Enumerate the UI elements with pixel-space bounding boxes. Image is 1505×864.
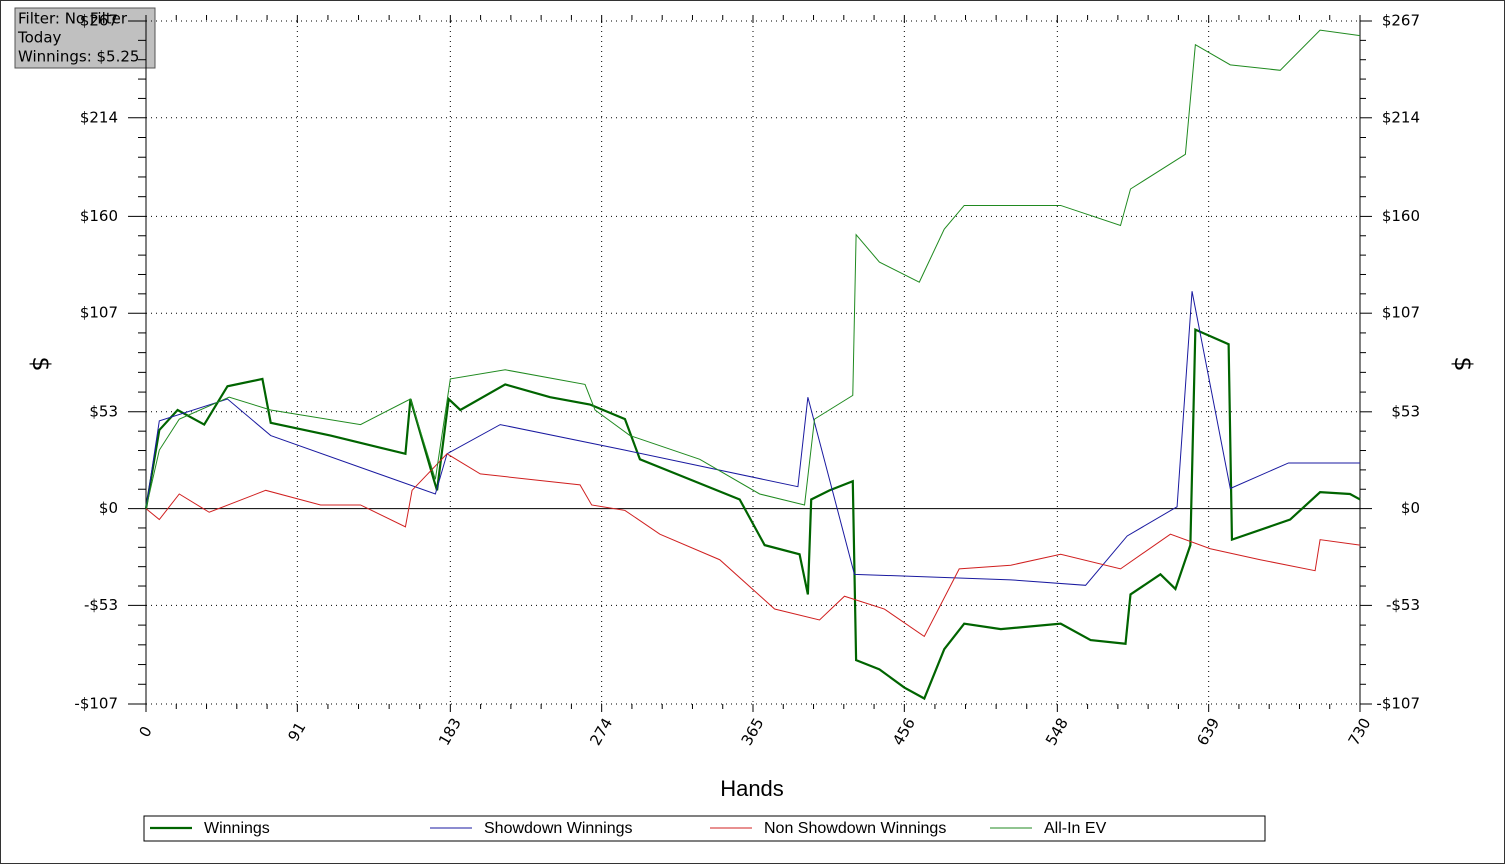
info-box: Filter: No Filter Today Winnings: $5.25: [14, 7, 156, 69]
y2-tick-label: -$53: [1386, 596, 1420, 614]
series-line: [145, 453, 1361, 638]
y2-tick-label: $0: [1401, 499, 1420, 517]
series-line: [144, 327, 1361, 701]
series-line: [145, 291, 1360, 586]
legend-label: Showdown Winnings: [484, 820, 633, 837]
y-tick-label: $107: [80, 304, 118, 322]
legend-label: Non Showdown Winnings: [764, 820, 946, 837]
legend-label: Winnings: [204, 820, 270, 837]
legend-label: All-In EV: [1044, 820, 1107, 837]
y-tick-label: $53: [89, 402, 118, 420]
y-tick-label: $0: [99, 499, 118, 517]
y2-tick-label: $53: [1391, 402, 1420, 420]
y-axis-label: $: [27, 356, 55, 371]
y-tick-label: $214: [80, 108, 118, 126]
y2-axis-label: $: [1449, 356, 1477, 371]
y2-tick-label: $107: [1382, 304, 1420, 322]
y-tick-label: -$107: [74, 695, 118, 713]
series-line: [145, 29, 1361, 509]
y2-tick-label: $160: [1382, 207, 1420, 225]
y-tick-label: -$53: [84, 596, 118, 614]
legend: [143, 815, 1266, 842]
y-tick-label: $160: [80, 207, 118, 225]
info-line: Today: [17, 29, 62, 47]
info-background: [14, 7, 156, 69]
info-line: Filter: No Filter: [18, 10, 128, 28]
y2-tick-label: -$107: [1376, 695, 1420, 713]
x-axis-label: Hands: [720, 776, 784, 801]
y2-tick-label: $267: [1382, 12, 1420, 30]
y-tick-label: $267: [80, 12, 118, 30]
y2-tick-label: $214: [1382, 108, 1420, 126]
info-line: Winnings: $5.25: [18, 48, 139, 66]
